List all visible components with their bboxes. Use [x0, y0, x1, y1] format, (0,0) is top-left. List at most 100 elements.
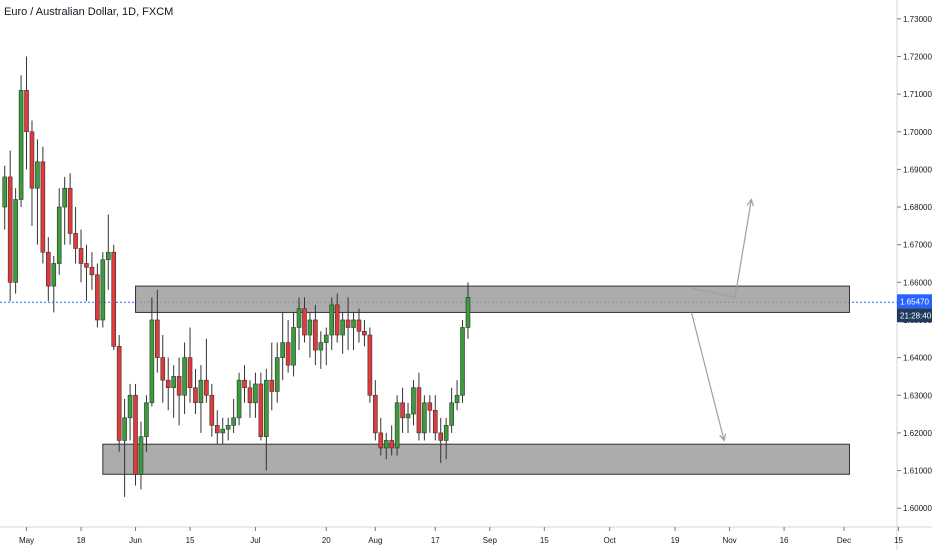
candle-body: [215, 425, 219, 433]
candle: [433, 395, 437, 440]
candle-body: [84, 264, 88, 268]
candle-body: [117, 346, 121, 440]
y-tick-label: 1.70000: [903, 128, 932, 137]
x-tick-label: 15: [186, 536, 195, 545]
resistance-zone: [136, 286, 850, 312]
candle: [183, 343, 187, 415]
y-tick-label: 1.71000: [903, 90, 932, 99]
candle-body: [324, 335, 328, 343]
candle: [79, 230, 83, 283]
candle: [30, 120, 34, 225]
x-tick-label: Sep: [483, 536, 498, 545]
candle-body: [281, 343, 285, 358]
candle-body: [384, 440, 388, 448]
x-tick-label: 19: [671, 536, 680, 545]
candle-body: [297, 309, 301, 328]
candle-body: [204, 380, 208, 395]
candle-body: [166, 380, 170, 388]
candle-body: [313, 320, 317, 350]
candle-body: [444, 425, 448, 440]
candle-body: [401, 403, 405, 418]
y-tick-label: 1.64000: [903, 354, 932, 363]
candle: [461, 320, 465, 403]
candle: [401, 388, 405, 433]
x-tick-label: Jun: [129, 536, 142, 545]
y-tick-label: 1.60000: [903, 504, 932, 513]
candle-body: [406, 414, 410, 418]
candle: [117, 335, 121, 452]
price-axis: 1.73000 1.72000 1.71000 1.70000 1.69000 1.680…: [897, 15, 932, 513]
candle: [35, 139, 39, 244]
y-tick-label: 1.62000: [903, 429, 932, 438]
candle-body: [417, 388, 421, 433]
candle: [215, 410, 219, 444]
x-tick-label: Jul: [250, 536, 260, 545]
candle-body: [139, 437, 143, 475]
support-zone: [103, 444, 850, 474]
candle: [313, 305, 317, 365]
candle: [368, 327, 372, 402]
candle: [406, 403, 410, 433]
candle-body: [106, 252, 110, 260]
candle: [139, 422, 143, 490]
y-tick-label: 1.73000: [903, 15, 932, 24]
candle: [417, 373, 421, 441]
candle-body: [150, 320, 154, 403]
candle: [204, 339, 208, 403]
candle-body: [253, 384, 257, 403]
x-tick-label: 15: [894, 536, 903, 545]
candle: [63, 177, 67, 245]
candle: [275, 343, 279, 403]
candle: [177, 358, 181, 426]
candle: [41, 147, 45, 264]
candle-body: [461, 327, 465, 395]
candle-body: [243, 380, 247, 388]
candle-body: [79, 248, 83, 263]
candle-body: [237, 380, 241, 418]
countdown-badge-value: 21:28:40: [900, 311, 932, 320]
candle: [106, 215, 110, 290]
candle: [455, 380, 459, 410]
candle: [232, 399, 236, 433]
candle-body: [128, 395, 132, 418]
y-tick-label: 1.63000: [903, 391, 932, 400]
candle-body: [134, 395, 138, 474]
candle-body: [57, 207, 61, 263]
candle: [281, 312, 285, 380]
candle-body: [8, 177, 12, 282]
candle-body: [275, 358, 279, 392]
candle: [128, 384, 132, 440]
candle-body: [46, 252, 50, 286]
candle-body: [177, 376, 181, 395]
candle-body: [90, 267, 94, 275]
candle-body: [52, 264, 56, 287]
candle-body: [439, 433, 443, 441]
candle: [428, 395, 432, 433]
projection-arrow: [691, 312, 725, 440]
x-tick-label: Aug: [368, 536, 382, 545]
zone-layer: [103, 286, 850, 474]
candle-body: [466, 297, 470, 327]
candle-body: [379, 433, 383, 448]
y-tick-label: 1.72000: [903, 52, 932, 61]
candle-body: [74, 233, 78, 248]
x-tick-label: 17: [431, 536, 440, 545]
y-tick-label: 1.66000: [903, 278, 932, 287]
candle: [188, 327, 192, 402]
candle-body: [35, 162, 39, 188]
candle-body: [292, 327, 296, 365]
candle-body: [3, 177, 7, 207]
candle: [259, 373, 263, 441]
candle-body: [395, 403, 399, 448]
candle: [172, 365, 176, 418]
candle: [362, 320, 366, 346]
y-tick-label: 1.61000: [903, 467, 932, 476]
candle-body: [68, 188, 72, 233]
candle: [46, 237, 50, 301]
candle: [68, 173, 72, 245]
candle: [101, 252, 105, 327]
candle-body: [101, 260, 105, 320]
candle: [226, 418, 230, 441]
candle: [3, 166, 7, 230]
